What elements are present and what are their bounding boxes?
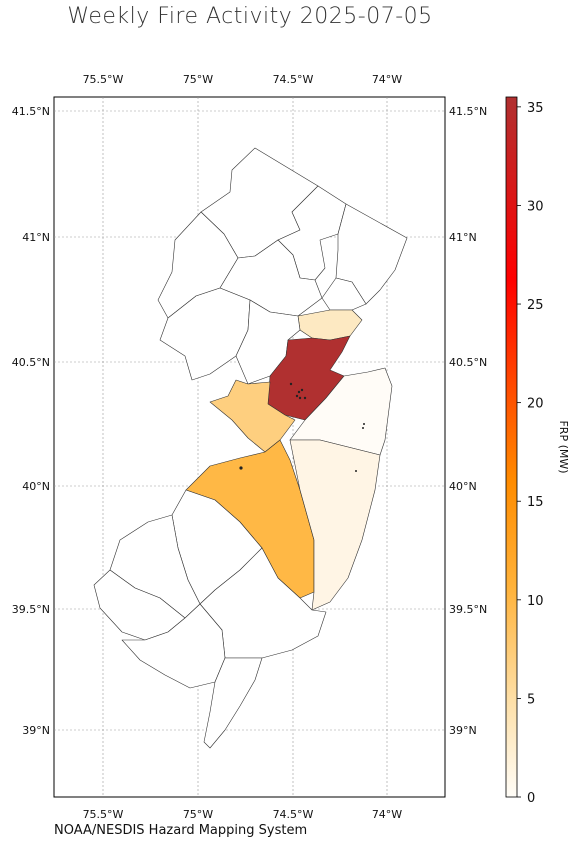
lat-label: 39.5°N: [449, 603, 487, 616]
county-map: [93, 147, 408, 749]
fire-detection-point: [363, 423, 365, 425]
colorbar-label: FRP (MW): [557, 420, 570, 473]
lat-label: 40.5°N: [12, 356, 50, 369]
lon-label: 74°W: [372, 808, 402, 821]
lat-label: 41°N: [22, 231, 50, 244]
fire-detection-point: [303, 396, 307, 400]
lon-label: 75°W: [183, 808, 213, 821]
colorbar-tick-label: 25: [527, 298, 544, 313]
lon-labels-bottom: 75.5°W 75°W 74.5°W 74°W: [83, 808, 403, 821]
colorbar-tick-label: 5: [527, 692, 535, 707]
source-credit: NOAA/NESDIS Hazard Mapping System: [54, 823, 308, 838]
lat-label: 41.5°N: [12, 105, 50, 118]
lon-label: 75.5°W: [83, 73, 124, 86]
lat-label: 41.5°N: [449, 105, 487, 118]
colorbar-tick-label: 15: [527, 495, 544, 510]
lat-label: 40.5°N: [449, 356, 487, 369]
lon-label: 74°W: [372, 73, 402, 86]
fire-detection-point: [295, 394, 299, 398]
county-cape-may: [203, 657, 263, 749]
lat-labels-right: 41.5°N 41°N 40.5°N 40°N 39.5°N 39°N: [449, 105, 487, 737]
colorbar-tick-label: 30: [527, 199, 544, 214]
fire-detection-point: [355, 470, 357, 472]
fire-detection-point: [289, 382, 293, 386]
lon-labels-top: 75.5°W 75°W 74.5°W 74°W: [83, 73, 403, 86]
fire-detections: [239, 382, 365, 472]
lon-label: 75.5°W: [83, 808, 124, 821]
lon-label: 74.5°W: [273, 808, 314, 821]
fire-detection-point: [300, 388, 304, 392]
lat-label: 40°N: [449, 480, 477, 493]
colorbar-tick-label: 10: [527, 594, 544, 609]
lat-label: 39.5°N: [12, 603, 50, 616]
lat-label: 40°N: [22, 480, 50, 493]
colorbar: [505, 96, 518, 798]
colorbar-tick-label: 35: [527, 101, 544, 116]
fire-detection-point: [239, 466, 243, 470]
lat-labels-left: 41.5°N 41°N 40.5°N 40°N 39.5°N 39°N: [12, 105, 50, 737]
lat-label: 39°N: [449, 724, 477, 737]
lon-label: 75°W: [183, 73, 213, 86]
map-title: Weekly Fire Activity 2025-07-05: [67, 4, 433, 29]
colorbar-ticks: 0 5 10 15 20 25 30 35: [517, 101, 544, 806]
lat-label: 41°N: [449, 231, 477, 244]
lon-label: 74.5°W: [273, 73, 314, 86]
fire-detection-point: [362, 427, 364, 429]
colorbar-tick-label: 20: [527, 397, 544, 412]
fire-detection-point: [298, 396, 302, 400]
fire-detection-point: [297, 390, 301, 394]
lat-label: 39°N: [22, 724, 50, 737]
county-ocean: [289, 439, 381, 611]
colorbar-tick-label: 0: [527, 791, 535, 806]
